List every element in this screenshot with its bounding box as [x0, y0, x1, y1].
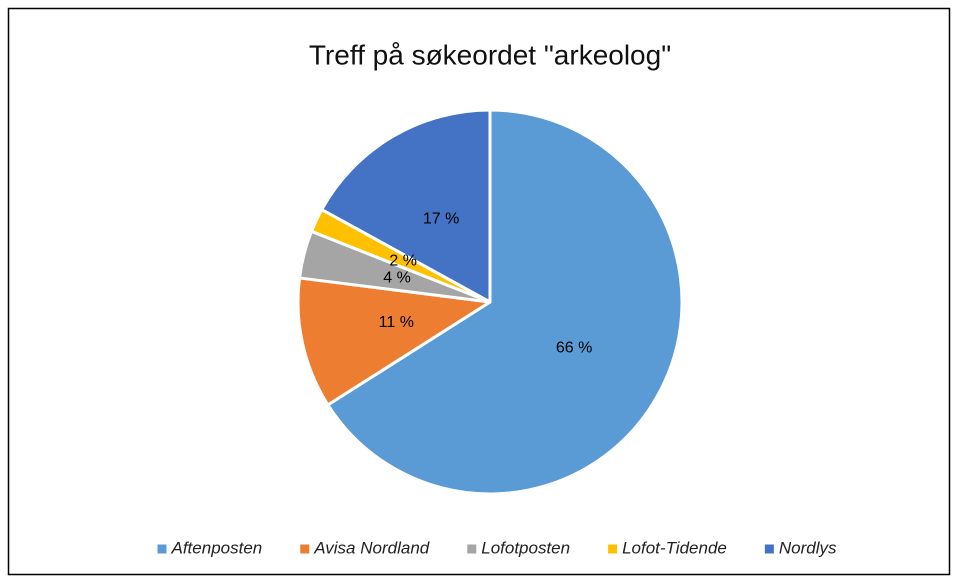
data-label: 17 %	[423, 211, 459, 228]
data-label: 11 %	[379, 314, 414, 331]
pie-slice	[320, 108, 492, 304]
legend-label: Lofotposten	[481, 538, 570, 557]
legend-label: Avisa Nordland	[313, 538, 430, 557]
legend-label: Lofot-Tidende	[622, 538, 727, 557]
legend-swatch	[300, 544, 310, 554]
legend-swatch	[608, 544, 618, 554]
legend-label: Nordlys	[779, 538, 837, 557]
chart-title: Treff på søkeordet "arkeolog"	[309, 39, 671, 70]
legend-swatch	[157, 544, 167, 554]
data-label: 66 %	[556, 339, 592, 356]
pie-slice	[296, 276, 492, 407]
legend-swatch	[467, 544, 477, 554]
data-label: 4 %	[383, 269, 411, 286]
legend-label: Aftenposten	[171, 538, 263, 557]
pie-slice	[326, 108, 684, 496]
legend-swatch	[764, 544, 774, 554]
data-label: 2 %	[389, 252, 417, 269]
